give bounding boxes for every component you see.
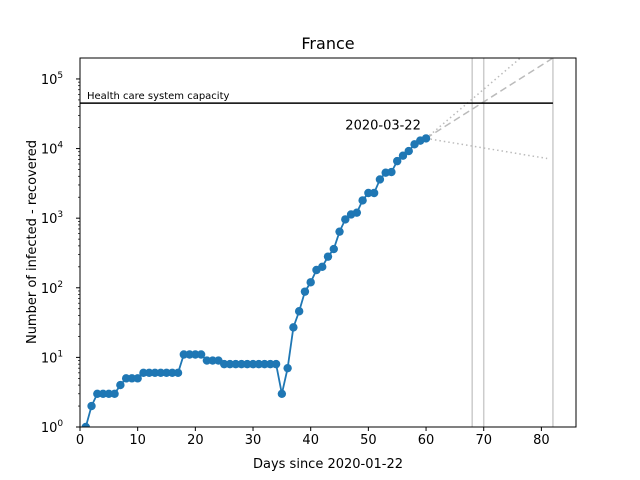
data-point — [364, 188, 373, 198]
data-point — [352, 208, 362, 217]
data-point — [139, 368, 148, 378]
data-point — [145, 368, 154, 378]
data-point — [323, 252, 333, 261]
data-point — [271, 359, 281, 369]
y-tick-label: 104 — [41, 141, 64, 158]
data-point — [387, 167, 396, 177]
data-point — [404, 146, 413, 156]
data-point — [104, 389, 114, 398]
data-point — [150, 368, 160, 378]
x-tick-label: 50 — [360, 433, 377, 448]
data-point — [260, 359, 269, 369]
projection-line — [425, 137, 548, 160]
data-point — [243, 359, 252, 369]
x-tick-label: 70 — [475, 433, 492, 448]
data-point — [289, 323, 298, 332]
x-tick-label: 30 — [245, 433, 262, 448]
capacity-label: Health care system capacity — [87, 91, 229, 102]
data-point — [254, 359, 263, 369]
data-point — [393, 156, 402, 166]
data-point — [283, 363, 292, 373]
data-point — [237, 359, 246, 369]
data-point — [162, 368, 171, 378]
data-point — [369, 188, 379, 198]
data-point — [358, 196, 367, 205]
x-tick-label: 10 — [129, 433, 146, 448]
plot-area: Health care system capacity 2020-03-22 0 10… — [41, 57, 577, 448]
x-tick-label: 80 — [533, 433, 550, 448]
data-point — [116, 380, 125, 390]
data-point — [306, 278, 315, 287]
data-point — [191, 350, 200, 359]
data-point — [156, 368, 165, 378]
data-point — [329, 244, 338, 254]
projection-line — [425, 58, 522, 139]
data-point — [208, 356, 217, 365]
data-point — [335, 227, 344, 236]
data-point — [81, 422, 90, 427]
data-point — [98, 389, 108, 398]
data-point — [219, 359, 229, 369]
data-point — [133, 374, 142, 383]
chart-title: France — [301, 34, 354, 53]
y-tick-label: 100 — [41, 419, 64, 436]
date-annotation: 2020-03-22 — [345, 118, 421, 133]
data-point — [87, 401, 96, 411]
data-point — [185, 350, 194, 359]
y-tick-label: 102 — [41, 280, 63, 297]
data-point — [93, 389, 102, 398]
data-point — [173, 368, 183, 378]
x-axis-label: Days since 2020-01-22 — [253, 457, 403, 472]
data-point — [168, 368, 177, 378]
data-point — [179, 350, 189, 359]
data-point — [127, 374, 137, 383]
y-tick-label: 105 — [41, 71, 63, 88]
data-point — [277, 389, 287, 398]
data-point — [202, 356, 212, 365]
x-tick-label: 20 — [187, 433, 204, 448]
data-point — [398, 151, 408, 160]
series-line — [84, 137, 427, 427]
data-point — [318, 262, 327, 272]
data-point — [341, 215, 350, 224]
axes-frame — [79, 57, 577, 428]
data-point — [266, 359, 275, 369]
data-point — [110, 389, 119, 398]
data-point — [231, 359, 240, 369]
x-tick-label: 40 — [302, 433, 319, 448]
data-point — [300, 287, 310, 296]
data-point — [225, 359, 235, 369]
data-point — [421, 134, 431, 143]
data-point — [121, 374, 131, 383]
data-point — [196, 350, 206, 359]
plot-clip-group — [80, 58, 554, 427]
y-tick-label: 103 — [41, 210, 63, 227]
y-tick-label: 101 — [41, 349, 63, 366]
data-point — [248, 359, 258, 369]
data-point — [294, 307, 304, 316]
projection-line — [425, 58, 554, 140]
data-point — [375, 175, 385, 184]
y-axis-label: Number of infected - recovered — [25, 140, 40, 344]
x-tick-label: 60 — [418, 433, 435, 448]
x-tick-label: 0 — [76, 433, 84, 448]
